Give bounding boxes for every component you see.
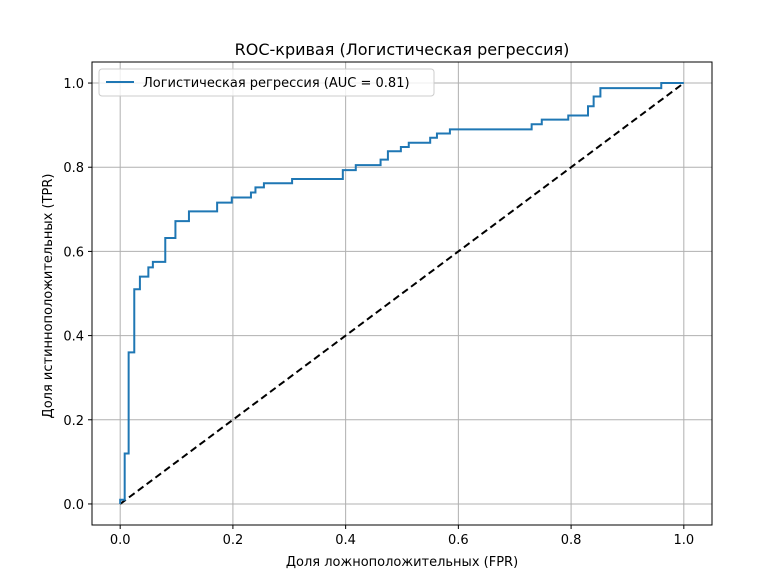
legend: Логистическая регрессия (AUC = 0.81) <box>98 68 435 97</box>
x-tick-label-2: 0.4 <box>335 533 356 548</box>
x-tick-label-0: 0.0 <box>110 533 131 548</box>
x-axis-label: Доля ложноположительных (FPR) <box>286 555 518 570</box>
legend-box <box>98 68 435 97</box>
plot-frame <box>91 61 713 526</box>
y-axis-label: Доля истинноположительных (TPR) <box>41 174 56 419</box>
random-baseline-line <box>119 82 685 505</box>
grid-lines <box>92 62 712 525</box>
chart-title: ROC-кривая (Логистическая регрессия) <box>235 40 570 59</box>
y-tick-label-1: 0.2 <box>63 414 84 429</box>
y-tick-label-3: 0.6 <box>63 245 84 260</box>
y-tick-label-4: 0.8 <box>63 161 84 176</box>
roc-curve-line <box>119 82 684 504</box>
x-tick-label-4: 0.8 <box>561 533 582 548</box>
x-tick-label-3: 0.6 <box>448 533 469 548</box>
y-tick-label-0: 0.0 <box>63 498 84 513</box>
x-tick-label-1: 0.2 <box>223 533 244 548</box>
y-tick-label-2: 0.4 <box>63 330 84 345</box>
x-tick-label-5: 1.0 <box>673 533 694 548</box>
axis-ticks: 0.0 0.2 0.4 0.6 0.8 1.0 0.0 0.2 0.4 0.6 0.8 1.0 <box>63 77 694 548</box>
legend-label: Логистическая регрессия (AUC = 0.81) <box>143 76 410 91</box>
series-layer <box>119 82 685 505</box>
y-tick-label-5: 1.0 <box>63 77 84 92</box>
